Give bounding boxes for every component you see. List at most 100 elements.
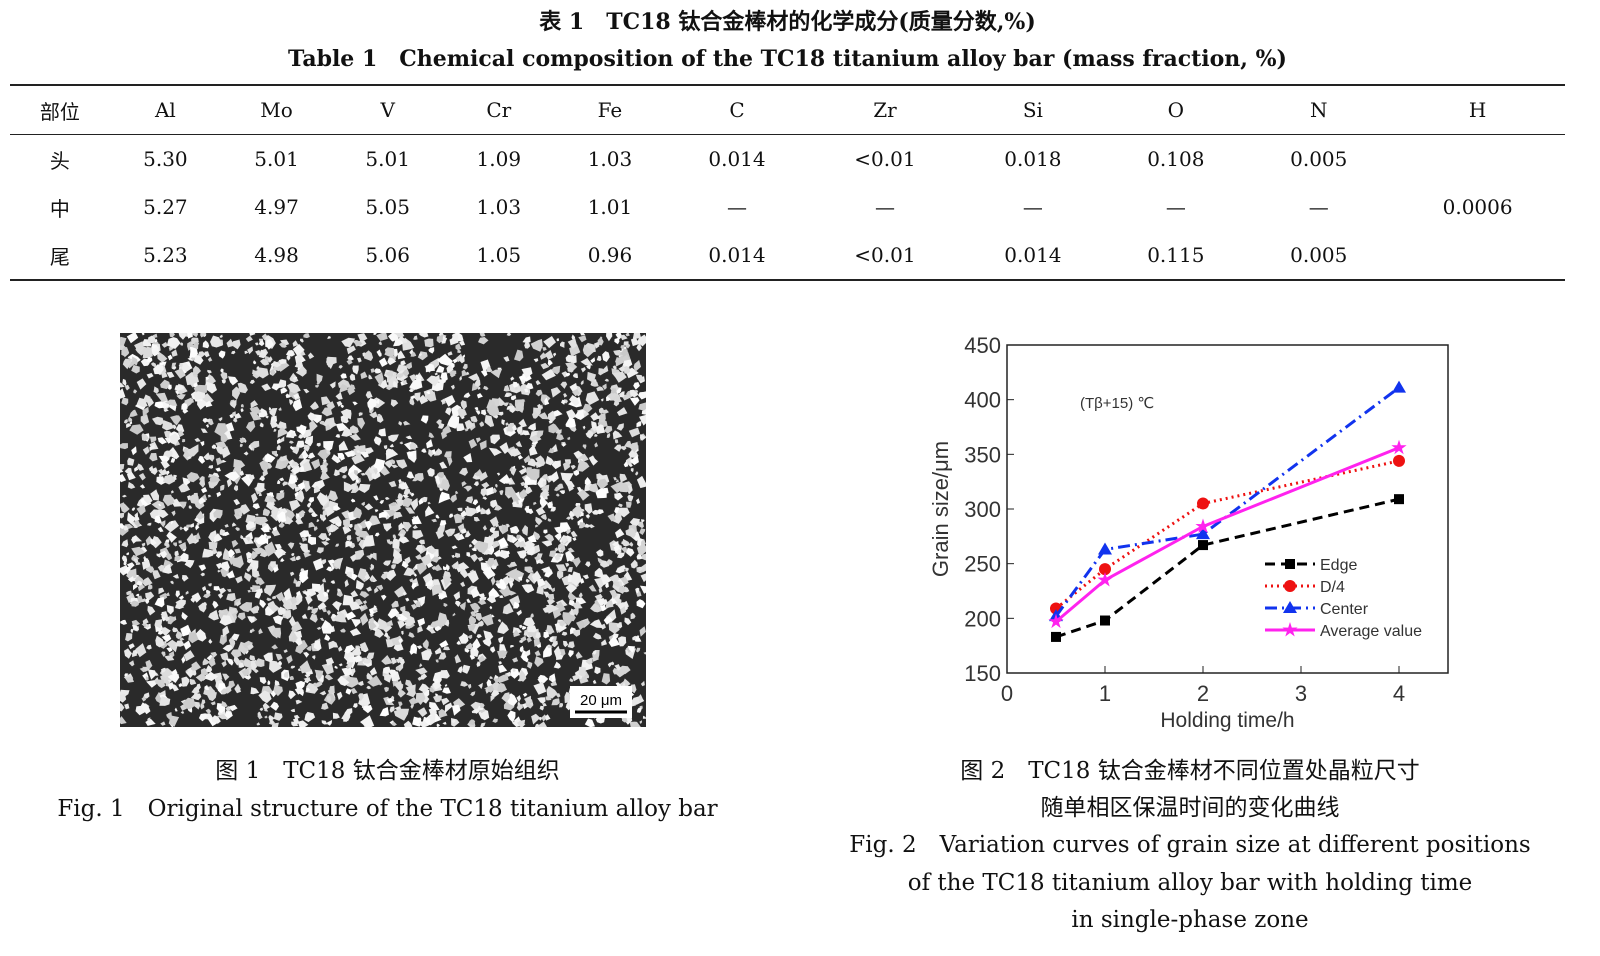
alpha-grain	[366, 652, 375, 662]
alpha-grain	[290, 596, 298, 605]
alpha-grain	[134, 466, 139, 472]
alpha-grain	[263, 708, 269, 712]
alpha-grain	[536, 578, 546, 588]
alpha-grain	[321, 662, 334, 675]
table-cell: —	[874, 195, 895, 219]
alpha-grain	[274, 453, 279, 457]
alpha-grain	[594, 433, 598, 437]
alpha-grain	[446, 457, 453, 467]
alpha-grain	[634, 390, 639, 393]
table-cell: 1.05	[476, 243, 522, 267]
alpha-grain	[289, 556, 296, 562]
table-cell: 0.014	[708, 147, 766, 171]
alpha-grain	[359, 605, 365, 610]
alpha-grain	[175, 601, 185, 610]
alpha-grain	[486, 557, 495, 568]
alpha-grain	[523, 455, 531, 464]
alpha-grain	[208, 609, 219, 621]
alpha-grain	[517, 540, 527, 548]
alpha-grain	[403, 567, 413, 577]
alpha-grain	[336, 691, 343, 701]
alpha-grain	[254, 516, 269, 526]
alpha-grain	[403, 420, 411, 426]
alpha-grain	[139, 484, 146, 489]
alpha-grain	[205, 376, 210, 381]
alpha-grain	[615, 682, 622, 687]
alpha-grain	[437, 612, 448, 627]
alpha-grain	[268, 406, 272, 411]
alpha-grain	[622, 359, 633, 368]
alpha-grain	[201, 699, 206, 705]
alpha-grain	[395, 658, 402, 664]
alpha-grain	[554, 693, 561, 698]
alpha-grain	[630, 612, 636, 620]
alpha-grain	[509, 590, 517, 596]
alpha-grain	[429, 686, 435, 693]
alpha-grain	[171, 669, 178, 678]
alpha-grain	[226, 570, 235, 579]
alpha-grain	[246, 420, 256, 433]
alpha-grain	[499, 490, 504, 496]
alpha-grain	[269, 368, 276, 376]
alpha-grain	[362, 705, 373, 714]
alpha-grain	[445, 563, 450, 572]
alpha-grain	[461, 369, 468, 377]
alpha-grain	[239, 438, 246, 443]
alpha-grain	[160, 721, 166, 726]
alpha-grain	[622, 538, 631, 547]
alpha-grain	[560, 381, 568, 389]
alpha-grain	[497, 537, 509, 549]
alpha-grain	[524, 566, 534, 573]
alpha-grain	[259, 707, 264, 711]
alpha-grain	[264, 715, 268, 719]
alpha-grain	[356, 536, 361, 543]
fig2-caption-cn-2: 随单相区保温时间的变化曲线	[1040, 795, 1340, 821]
alpha-grain	[415, 374, 423, 380]
alpha-grain	[516, 534, 521, 540]
alpha-grain	[185, 669, 189, 673]
alpha-grain	[261, 333, 268, 341]
alpha-grain	[513, 629, 521, 638]
alpha-grain	[272, 361, 282, 368]
alpha-grain	[289, 499, 301, 512]
alpha-grain	[405, 615, 416, 627]
alpha-grain	[231, 539, 239, 548]
alpha-grain	[350, 590, 359, 598]
alpha-grain	[501, 419, 506, 426]
alpha-grain	[623, 460, 629, 468]
alpha-grain	[175, 590, 180, 598]
alpha-grain	[633, 382, 640, 390]
alpha-grain	[133, 519, 141, 527]
alpha-grain	[280, 557, 285, 562]
alpha-grain	[455, 490, 459, 495]
alpha-grain	[374, 532, 380, 537]
alpha-grain	[180, 342, 184, 346]
alpha-grain	[175, 390, 180, 396]
alpha-grain	[265, 339, 274, 350]
alpha-grain	[205, 418, 210, 423]
alpha-grain	[475, 410, 481, 415]
alpha-grain	[437, 593, 448, 600]
y-tick-label: 200	[964, 606, 1001, 631]
alpha-grain	[220, 561, 230, 572]
alpha-grain	[351, 619, 361, 628]
alpha-grain	[321, 541, 330, 546]
alpha-grain	[272, 615, 284, 625]
alpha-grain	[126, 552, 130, 556]
alpha-grain	[255, 342, 259, 346]
alpha-grain	[417, 676, 423, 681]
alpha-grain	[142, 618, 149, 625]
table-cell: 4.97	[254, 195, 299, 219]
alpha-grain	[403, 521, 412, 531]
data-point	[1394, 494, 1404, 505]
alpha-grain	[408, 389, 413, 392]
alpha-grain	[295, 365, 307, 377]
alpha-grain	[158, 587, 165, 595]
alpha-grain	[189, 347, 198, 359]
alpha-grain	[612, 541, 619, 547]
alpha-grain	[131, 546, 146, 557]
alpha-grain	[525, 578, 530, 583]
alpha-grain	[154, 619, 163, 629]
alpha-grain	[288, 690, 296, 700]
alpha-grain	[137, 584, 146, 592]
